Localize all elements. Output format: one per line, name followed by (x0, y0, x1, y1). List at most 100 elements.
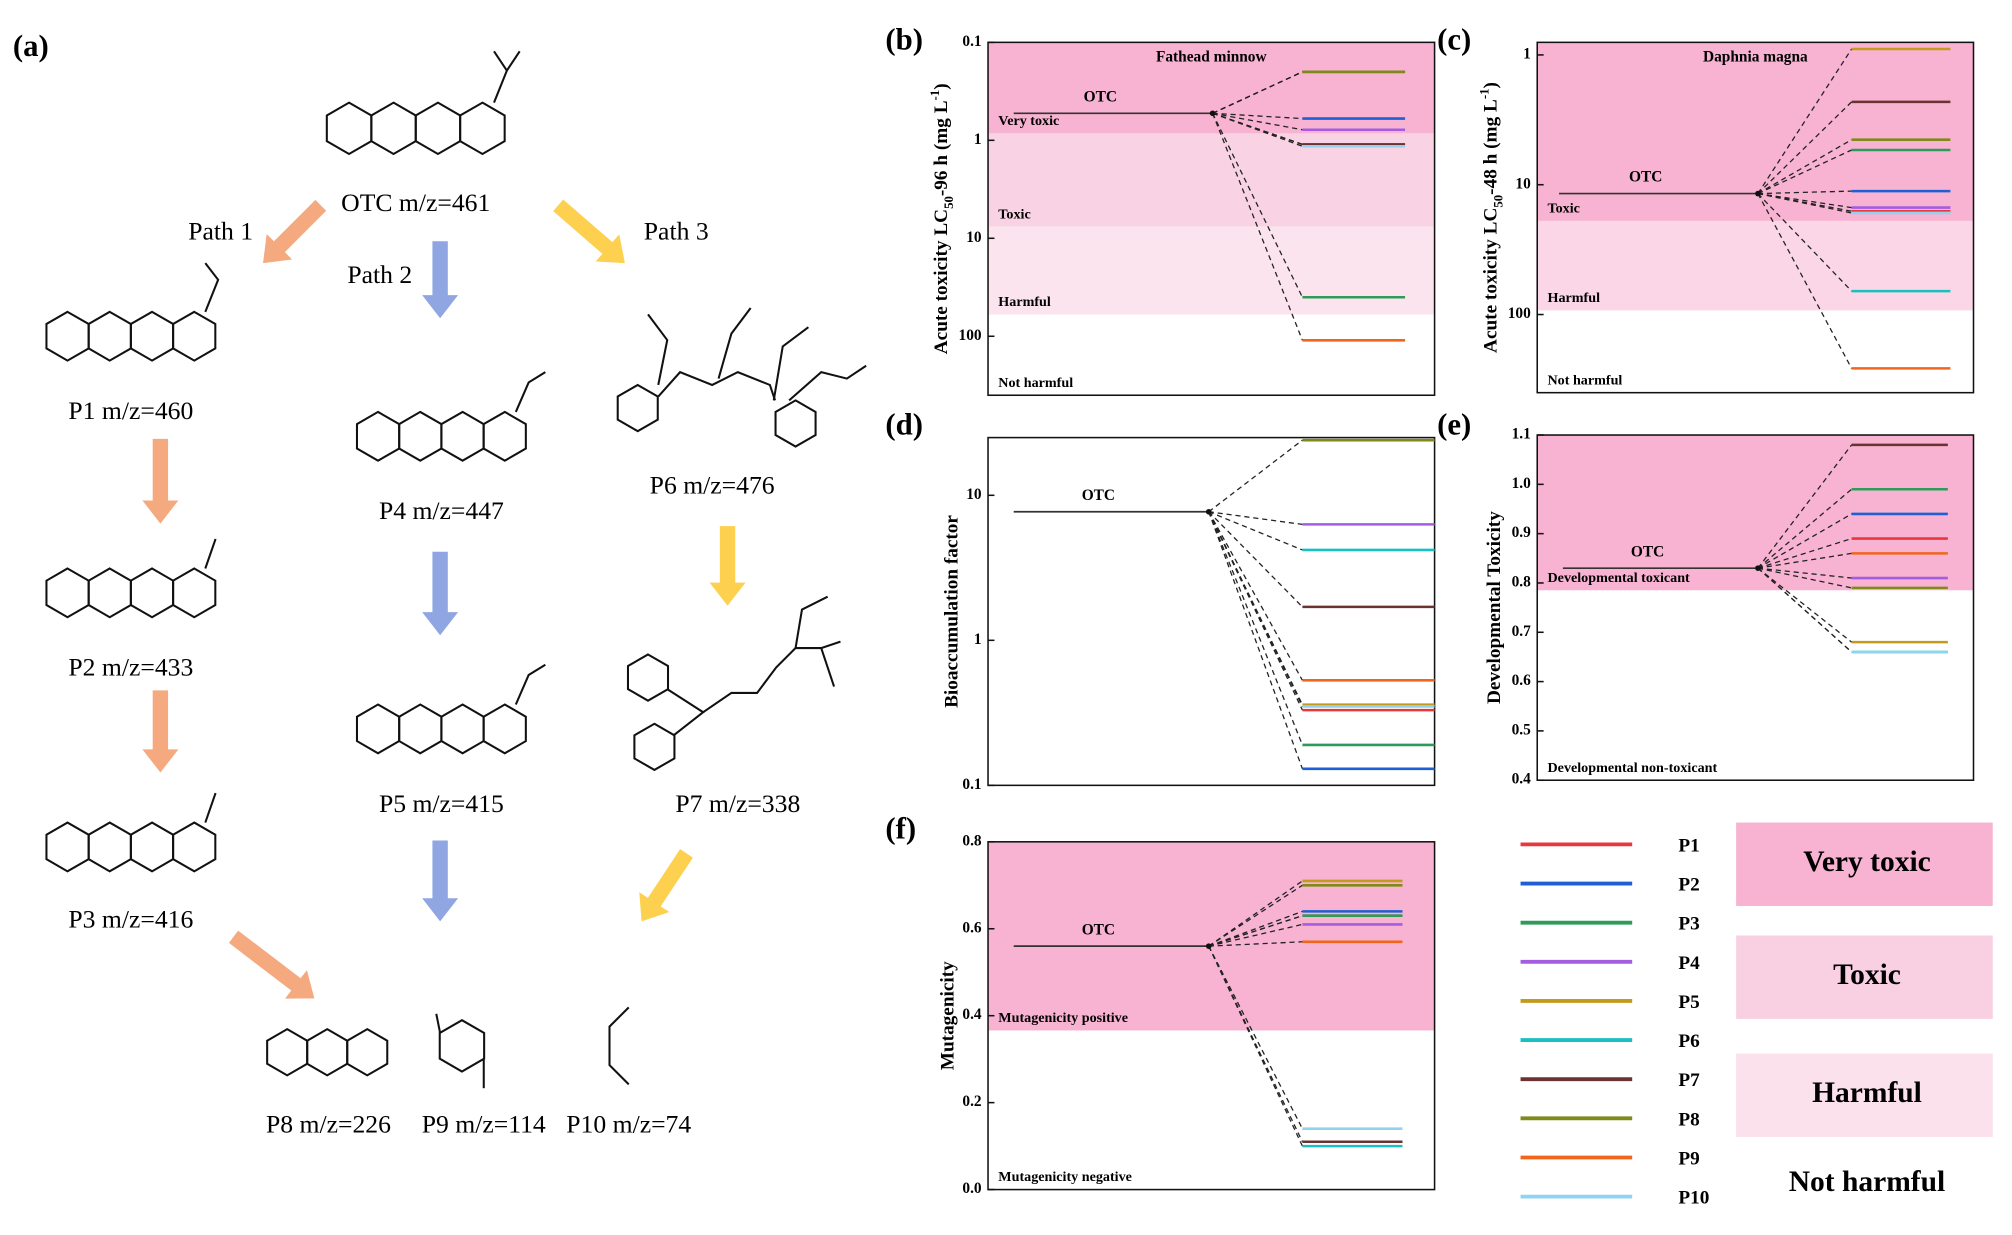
ring (266, 1027, 309, 1077)
reference-label: OTC (1084, 88, 1117, 105)
bond (514, 663, 546, 705)
y-tick-label: 0.7 (1512, 623, 1532, 640)
connector (1208, 915, 1303, 947)
connector (1757, 567, 1853, 653)
ring (414, 101, 462, 156)
ring (172, 310, 217, 362)
bond (702, 640, 841, 714)
y-tick-label: 0.1 (962, 33, 981, 50)
y-axis-label-part: -1 (1477, 88, 1491, 99)
zone-label: Not harmful (998, 375, 1073, 391)
connector (1208, 511, 1304, 746)
ring (45, 567, 90, 619)
ring (129, 310, 175, 362)
y-axis-label-part: ) (1481, 82, 1502, 88)
y-tick-label: 0.9 (1512, 524, 1532, 541)
legend-label: P10 (1678, 1188, 1709, 1209)
compound-label: P1 m/z=460 (68, 396, 193, 425)
connector (1208, 923, 1303, 947)
path-label: Path 3 (644, 216, 709, 245)
bond (788, 364, 867, 402)
y-axis-label: Acute toxicity LC50-96 h (mg L-1) (928, 83, 956, 354)
ring (172, 567, 217, 619)
ring (774, 399, 817, 448)
arrow (142, 690, 179, 773)
zone-label: Developmental non-toxicant (1547, 760, 1717, 776)
y-axis-label-part: ) (932, 83, 953, 89)
bond (794, 595, 829, 649)
reference-label: OTC (1082, 921, 1115, 938)
connector (1757, 567, 1853, 643)
legend-zone-label: Harmful (1812, 1077, 1922, 1109)
connector (1212, 112, 1303, 120)
connector (1757, 139, 1852, 195)
compound-label: P6 m/z=476 (650, 471, 775, 500)
ring (172, 821, 217, 873)
arrow (709, 526, 746, 606)
junction (1755, 190, 1761, 197)
arrow (422, 840, 459, 922)
connector (1757, 537, 1852, 569)
legend-zone (1736, 822, 1993, 906)
zone-label: Very toxic (998, 113, 1059, 129)
y-tick-label: 0.2 (962, 1093, 982, 1110)
legend-label: P7 (1678, 1070, 1700, 1091)
connector (1757, 192, 1852, 209)
y-tick-label: 1.1 (1512, 426, 1531, 443)
legend-zone (1736, 1145, 1993, 1223)
connector (1212, 71, 1303, 114)
bond (493, 50, 509, 104)
connector (1757, 192, 1852, 214)
y-axis-label-part: 50 (942, 196, 956, 209)
y-tick-label: 1.0 (1512, 475, 1532, 492)
panel-label: (f) (885, 812, 916, 846)
y-axis-label-part: Acute toxicity LC (1481, 208, 1502, 353)
connector (1757, 567, 1852, 589)
bond (505, 50, 521, 72)
connector (1208, 511, 1303, 608)
connector (1208, 884, 1303, 947)
panel-label: (a) (13, 29, 49, 63)
arrow (553, 199, 625, 264)
connector (1208, 511, 1304, 770)
compound-label: P4 m/z=447 (379, 496, 504, 525)
y-tick-label: 100 (1508, 305, 1531, 322)
legend-label: P9 (1678, 1148, 1699, 1169)
zone-label: Toxic (998, 206, 1030, 222)
connector (1212, 112, 1303, 145)
ring (398, 410, 443, 462)
ring (87, 821, 132, 873)
y-tick-label: 10 (1515, 175, 1531, 192)
y-axis-label: Acute toxicity LC50-48 h (mg L-1) (1477, 82, 1505, 353)
connector (1208, 910, 1303, 947)
ring (355, 703, 401, 755)
ring (370, 101, 417, 156)
connector (1208, 511, 1303, 526)
connector (1757, 192, 1852, 212)
compound-label: P10 m/z=74 (566, 1110, 691, 1139)
y-axis-label: Developmental Toxicity (1485, 511, 1506, 704)
connector (1757, 193, 1853, 369)
ring (87, 567, 132, 619)
panel-label: (d) (885, 407, 923, 441)
zone-label: Mutagenicity negative (998, 1169, 1132, 1185)
panel-label: (e) (1437, 407, 1471, 441)
panel-label: (b) (885, 22, 923, 56)
y-axis-label-part: Developmental Toxicity (1485, 511, 1506, 704)
legend-zone-label: Toxic (1833, 959, 1901, 991)
bond (608, 1006, 630, 1086)
connector (1208, 945, 1303, 1130)
path-label: Path 1 (188, 216, 253, 245)
y-tick-label: 0.0 (962, 1180, 982, 1197)
compound-label: P9 m/z=114 (422, 1110, 546, 1139)
ring (129, 821, 175, 873)
y-axis-label-part: -48 h (mg L (1481, 99, 1502, 195)
ring (438, 1018, 486, 1073)
y-axis-label-part: Mutagenicity (938, 961, 959, 1070)
y-tick-label: 1 (974, 131, 982, 148)
junction (1205, 508, 1212, 515)
junction (1755, 565, 1761, 571)
connector (1208, 945, 1303, 1143)
connector (1212, 112, 1303, 131)
